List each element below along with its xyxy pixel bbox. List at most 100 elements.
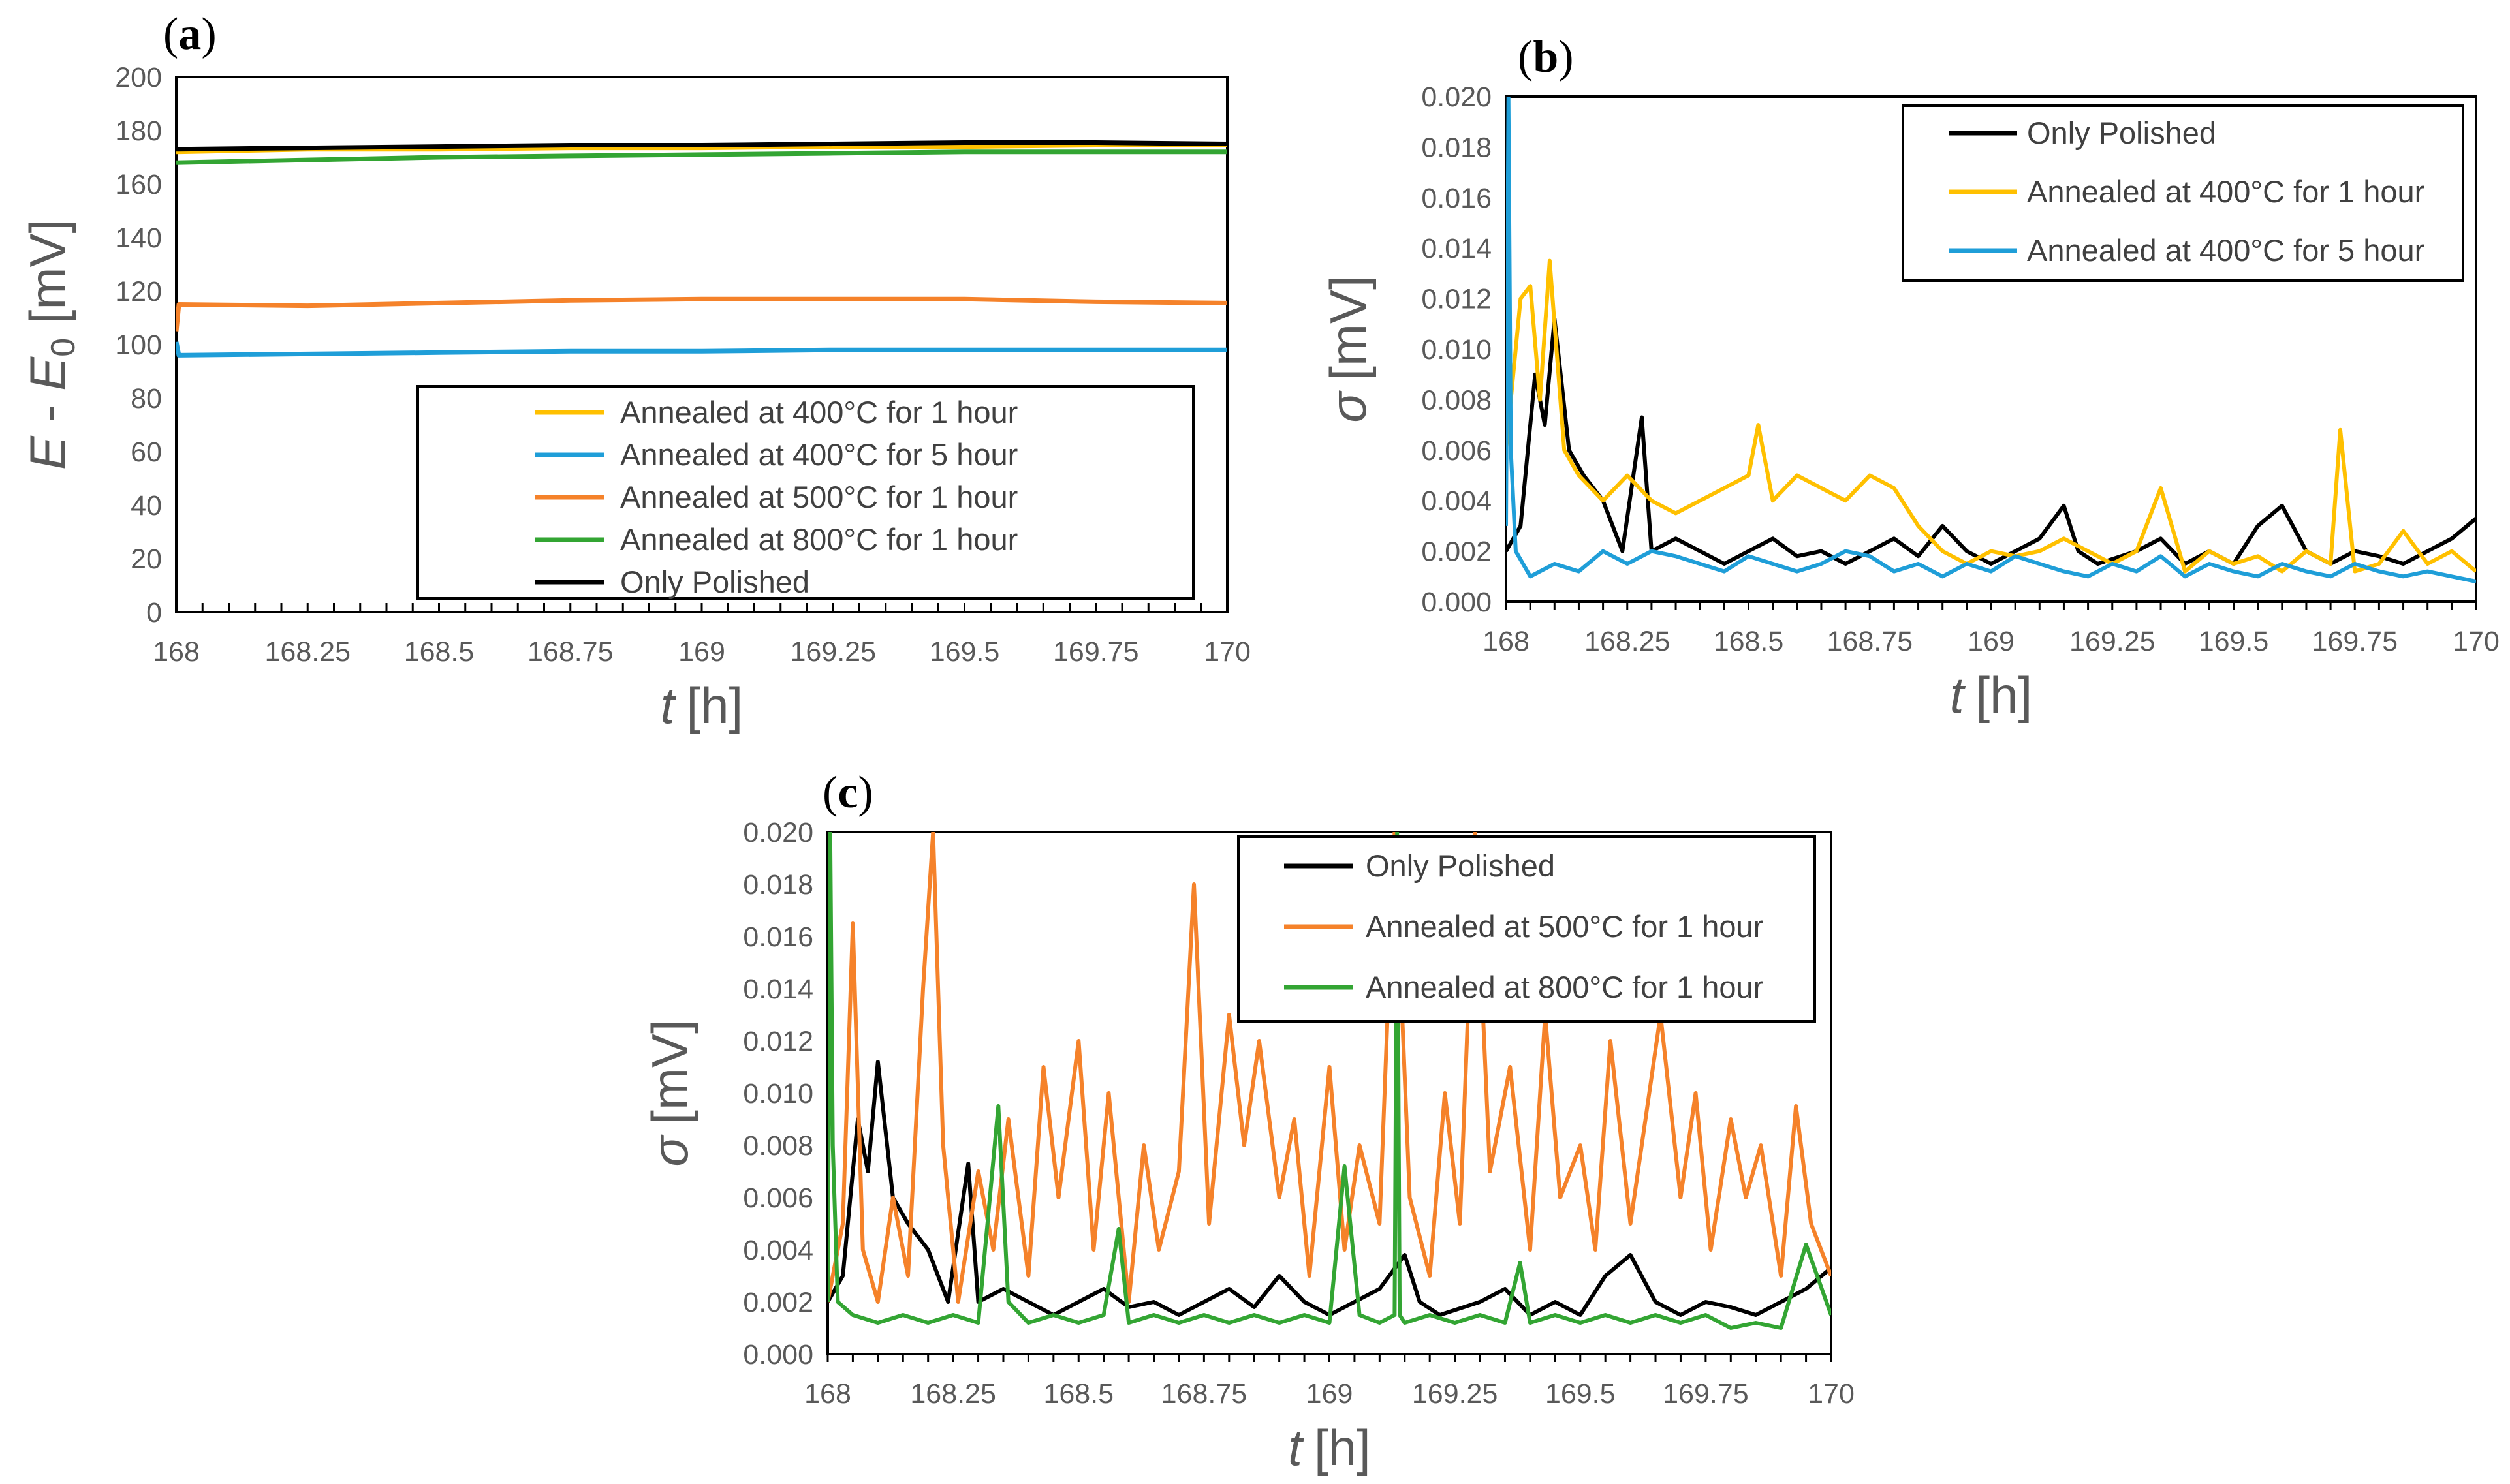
label-part: -: [19, 391, 76, 436]
y-axis-title: E - E0 [mV]: [19, 219, 82, 470]
y-tick-label: 0.006: [1421, 435, 1492, 467]
y-tick-label: 200: [115, 62, 162, 93]
x-tick-label: 168.25: [264, 636, 351, 668]
x-tick-label: 168.25: [910, 1378, 996, 1410]
y-tick-label: 160: [115, 169, 162, 200]
x-tick-label: 170: [2453, 626, 2500, 657]
x-tick-label: 169.5: [930, 636, 1000, 668]
label-part: ): [1558, 32, 1573, 82]
y-tick-label: 0.012: [1421, 284, 1492, 315]
legend-box: [416, 385, 1195, 600]
y-tick-label: 0.020: [1421, 82, 1492, 113]
legend-label-only_polished: Only Polished: [1366, 848, 1555, 883]
y-tick-label: 0.010: [743, 1078, 813, 1109]
series-line-annealed_400_5h: [1506, 97, 2476, 583]
label-part: [mV]: [1319, 275, 1377, 380]
label-part: [mV]: [19, 219, 76, 338]
x-tick-label: 168.5: [1043, 1378, 1114, 1410]
y-tick-label: 0.010: [1421, 334, 1492, 365]
series-line-only_polished: [1506, 317, 2476, 566]
label-part: [mV]: [641, 1019, 698, 1124]
x-tick-label: 169: [1968, 626, 2015, 657]
y-tick-label: 0.008: [743, 1130, 813, 1162]
label-part: E: [19, 356, 76, 391]
y-axis-title: σ [mV]: [1319, 275, 1377, 422]
series-line-only_polished: [176, 140, 1227, 152]
series-line-annealed_800_1h: [828, 832, 1831, 1330]
legend-label-only_polished: Only Polished: [620, 564, 809, 599]
label-part: (: [1518, 32, 1533, 82]
label-part: [h]: [686, 677, 743, 734]
label-part: 0: [44, 338, 82, 357]
x-tick-label: 170: [1808, 1378, 1855, 1410]
x-tick-label: 169.75: [1053, 636, 1139, 668]
x-tick-label: 168: [804, 1378, 851, 1410]
y-tick-label: 0.018: [743, 869, 813, 901]
y-tick-label: 60: [131, 437, 162, 468]
x-tick-label: 169.25: [1412, 1378, 1498, 1410]
x-tick-label: 168.75: [1161, 1378, 1247, 1410]
legend-label-annealed_400_1h: Annealed at 400°C for 1 hour: [2027, 174, 2424, 209]
panel-label: (b): [1518, 32, 1574, 82]
x-axis-title: t [h]: [1288, 1419, 1370, 1476]
x-tick-label: 169.25: [790, 636, 876, 668]
y-tick-label: 120: [115, 276, 162, 307]
legend-label-annealed_500_1h: Annealed at 500°C for 1 hour: [1366, 909, 1763, 944]
chart-panel-c: (c) 0.000 0.002 0.004 0.006 0.008 0.010 0.012 0.…: [641, 767, 1855, 1476]
y-tick-label: 0: [146, 597, 162, 628]
series-group: [828, 832, 1831, 1330]
y-tick-label: 0.002: [743, 1287, 813, 1318]
legend-label-annealed_800_1h: Annealed at 800°C for 1 hour: [620, 522, 1018, 557]
y-tick-label: 0.000: [743, 1339, 813, 1370]
panel-label: (c): [823, 767, 873, 818]
y-tick-label: 0.004: [743, 1235, 813, 1266]
y-tick-label: 0.004: [1421, 486, 1492, 517]
legend-label-annealed_400_1h: Annealed at 400°C for 1 hour: [620, 395, 1018, 429]
y-tick-label: 140: [115, 223, 162, 254]
y-tick-label: 80: [131, 383, 162, 414]
x-tick-label: 169.75: [1663, 1378, 1749, 1410]
legend-label-only_polished: Only Polished: [2027, 116, 2216, 150]
series-group: [176, 140, 1227, 358]
label-part: a: [178, 9, 201, 59]
label-part: ): [858, 767, 873, 818]
series-line-annealed_800_1h: [176, 149, 1227, 165]
chart-panel-b: (b) 0.000 0.002 0.004 0.006 0.008 0.010 0.012 0.…: [1319, 32, 2500, 724]
x-tick-label: 168: [153, 636, 200, 668]
panel-label: (a): [163, 9, 217, 59]
x-tick-label: 168.5: [404, 636, 475, 668]
y-tick-label: 0.018: [1421, 132, 1492, 163]
label-part: t: [661, 677, 677, 734]
y-tick-label: 40: [131, 490, 162, 521]
x-tick-label: 168: [1482, 626, 1530, 657]
legend-label-annealed_800_1h: Annealed at 800°C for 1 hour: [1366, 970, 1763, 1004]
series-line-only_polished: [828, 1060, 1831, 1317]
y-tick-label: 20: [131, 544, 162, 575]
y-tick-label: 0.014: [1421, 233, 1492, 264]
label-part: (: [823, 767, 838, 818]
label-part: E: [19, 435, 76, 470]
x-tick-label: 169.75: [2312, 626, 2398, 657]
y-tick-label: 0.002: [1421, 536, 1492, 568]
series-line-annealed_500_1h: [828, 832, 1831, 1304]
x-tick-label: 168.5: [1714, 626, 1784, 657]
x-axis-title: t [h]: [1950, 666, 2032, 724]
label-part: σ: [1319, 390, 1377, 423]
series-line-annealed_400_1h: [1506, 258, 2476, 574]
legend-label-annealed_400_5h: Annealed at 400°C for 5 hour: [620, 437, 1018, 472]
label-part: t: [1288, 1419, 1304, 1476]
x-tick-label: 169: [678, 636, 725, 668]
y-tick-label: 0.000: [1421, 587, 1492, 618]
chart-panel-a: (a) 0 20 40 60 80 100 120 140 160 180 200 168 168.25 1…: [19, 9, 1251, 734]
label-part: [h]: [1314, 1419, 1371, 1476]
y-tick-label: 0.020: [743, 817, 813, 848]
x-axis-title: t [h]: [661, 677, 743, 734]
series-line-annealed_400_5h: [176, 341, 1227, 358]
label-part: (: [163, 9, 178, 59]
x-tick-label: 170: [1204, 636, 1251, 668]
y-tick-label: 0.012: [743, 1026, 813, 1057]
y-tick-label: 100: [115, 330, 162, 361]
x-tick-label: 168.75: [527, 636, 614, 668]
y-tick-label: 0.014: [743, 974, 813, 1005]
